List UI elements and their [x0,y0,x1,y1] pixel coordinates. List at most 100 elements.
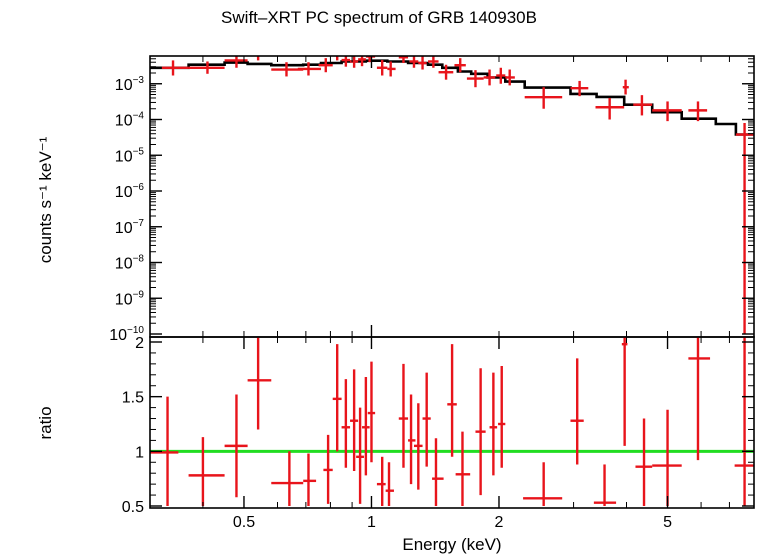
y-tick-label: 10−6 [115,182,145,201]
y-tick-base: 10 [115,291,133,308]
data-point [387,61,396,77]
y-tick-label: 10−5 [115,146,145,165]
data-point [496,67,506,84]
data-point [418,56,427,70]
ratio-point [271,451,304,506]
ratio-point [570,358,584,465]
ratio-point [367,361,376,463]
ratio-point [303,453,317,506]
y-tick-base: 10 [109,327,127,344]
x-tick-label: 0.5 [233,514,255,531]
data-point [358,56,366,67]
ratio-point [432,438,444,506]
ratio-point [150,396,179,506]
data-point [318,58,333,73]
x-axis-label: Energy (keV) [402,535,502,554]
ratio-point [350,369,359,472]
ratio-point [523,462,563,506]
ratio-point [247,337,272,430]
ratio-point [341,379,351,468]
ratio-panel: 0.5 1 1.5 2 0.5 1 2 5 [122,335,755,531]
data-point [454,58,466,73]
y-tick-base: 10 [115,220,133,237]
y-tick-exponent: −6 [133,182,145,193]
y-tick-base: 10 [115,184,133,201]
y-tick-label: 10−3 [115,75,145,94]
spectrum-frame [149,55,755,338]
data-point [466,70,484,88]
ratio-point [376,456,386,506]
ratio-point [688,337,711,461]
y-tick-label: 10−10 [109,325,144,344]
y-tick-base: 10 [115,113,133,130]
ratio-point [188,437,225,506]
ratio-point [455,431,471,506]
data-point [350,56,359,68]
y-tick-base: 10 [115,256,133,273]
ratio-point [621,337,628,446]
data-point [256,56,260,61]
y-tick-exponent: −3 [133,75,145,86]
y-tick-label: 10−8 [115,254,145,273]
ratio-frame [149,336,755,509]
data-point [595,97,625,120]
y-tick-exponent: −10 [127,325,144,336]
data-point [428,56,439,68]
chart-title: Swift–XRT PC spectrum of GRB 140930B [221,8,537,27]
y-tick-exponent: −4 [133,111,145,122]
ratio-point [447,344,457,457]
ratio-point [332,344,342,452]
y-tick-exponent: −9 [133,289,145,300]
data-point [688,101,708,122]
ratio-point [385,462,394,506]
data-point [341,56,351,67]
ratio-point [498,366,506,468]
data-point [297,62,321,76]
data-point [622,79,629,95]
ratio-point [652,409,682,506]
y-tick-base: 10 [115,77,133,94]
ratio-y-tick-label: 1 [135,444,144,461]
ratio-point [734,337,754,506]
y-tick-exponent: −8 [133,254,145,265]
x-tick-label: 1 [367,514,376,531]
ratio-y-tick-label: 1.5 [122,390,144,407]
ratio-point [593,464,617,506]
y-tick-exponent: −5 [133,146,145,157]
y-tick-label: 10−4 [115,111,145,130]
spectrum-panel: 10−310−410−510−610−710−810−910−10 [109,55,755,344]
data-point [409,56,419,68]
data-point [570,80,589,97]
data-point [398,56,409,64]
ratio-y-tick-label: 2 [135,335,144,352]
ratio-point [362,376,370,476]
ratio-point [323,434,333,504]
y-tick-label: 10−7 [115,218,145,237]
y-tick-base: 10 [115,148,133,165]
ratio-point [398,363,409,468]
data-point [505,69,515,86]
y-tick-label: 10−9 [115,289,145,308]
x-tick-label: 5 [663,514,672,531]
ratio-point [408,394,416,485]
data-point [188,61,225,74]
ratio-point [356,407,364,504]
data-point [524,87,563,109]
data-point [633,95,653,116]
ratio-point [489,372,498,476]
data-point [161,60,189,76]
x-tick-label: 2 [495,514,504,531]
ratio-point [635,418,653,506]
data-point [483,69,496,86]
data-point [438,64,454,80]
ratio-point [475,368,486,496]
data-point [376,60,388,76]
data-point [652,101,682,122]
y-tick-exponent: −7 [133,218,145,229]
ratio-point [422,372,431,467]
ratio-point [413,403,423,490]
data-point [336,56,339,61]
ratio-point [224,394,248,498]
ratio-y-tick-label: 0.5 [122,499,144,516]
